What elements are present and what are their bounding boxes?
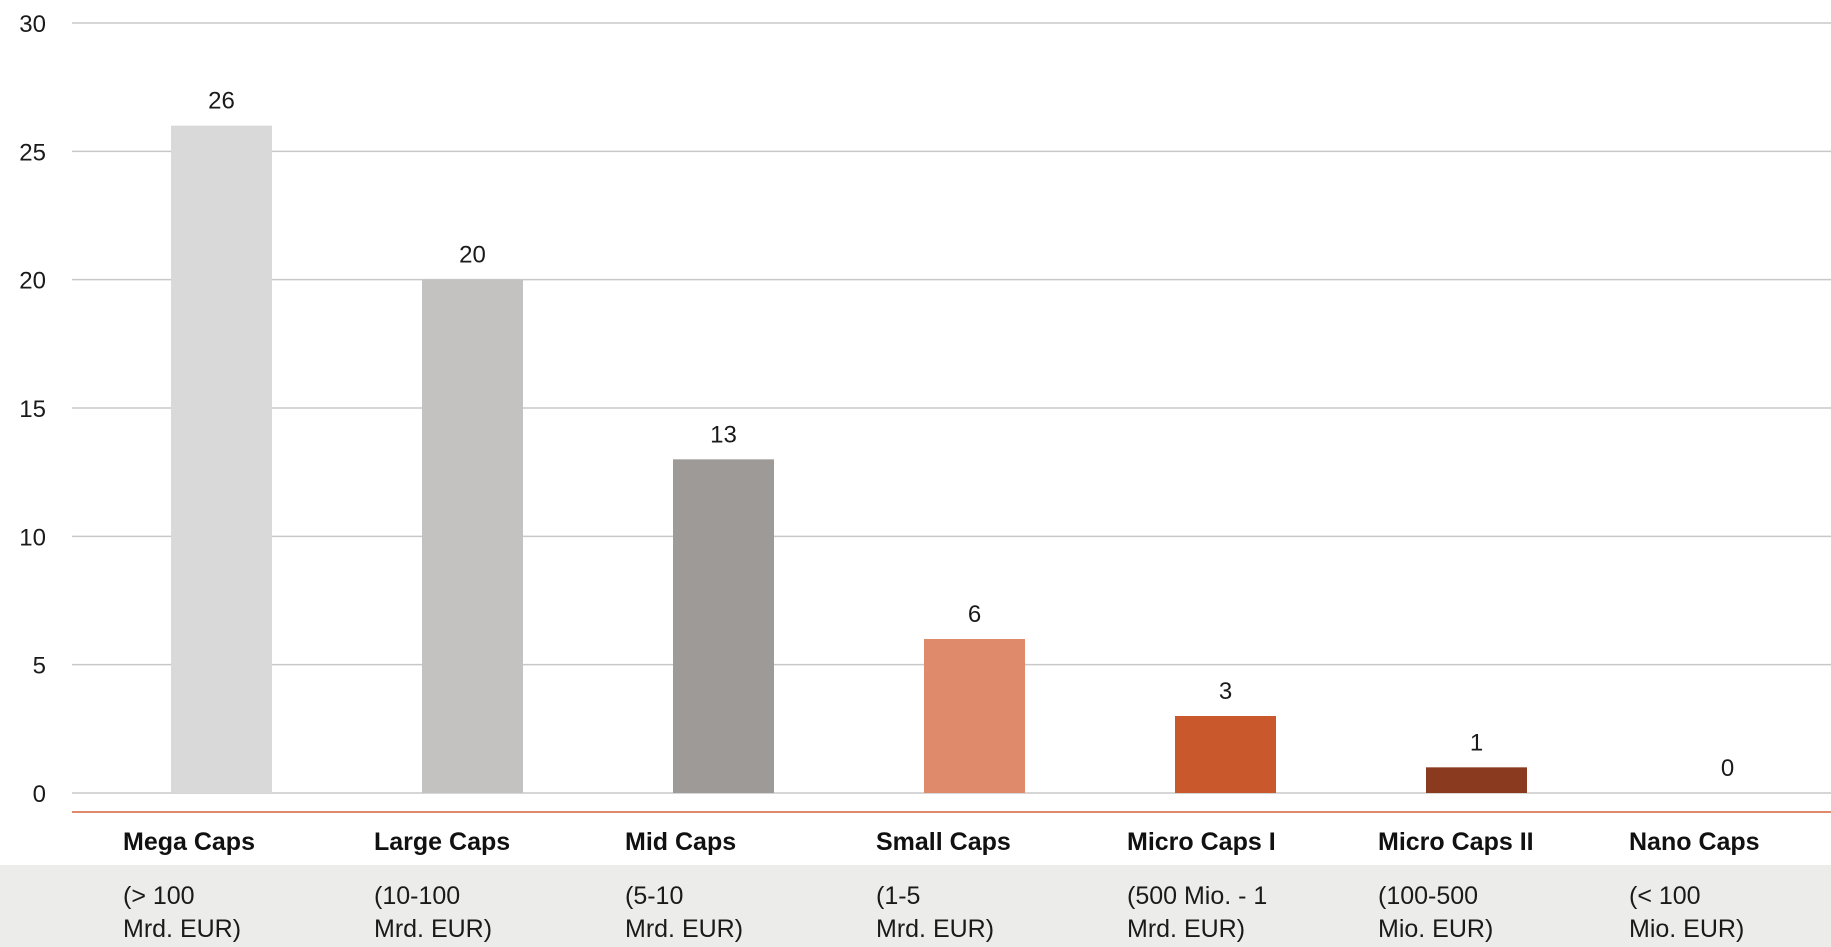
y-axis-tick-labels: 0 5 10 15 20 25 30: [19, 11, 46, 808]
bars: [171, 125, 1527, 794]
category-name: Nano Caps: [1629, 828, 1760, 856]
category-range-line1: (10-100: [374, 882, 460, 910]
category-range-line2: Mrd. EUR): [374, 915, 492, 943]
y-tick-label: 30: [19, 11, 46, 38]
category-range-line2: Mio. EUR): [1378, 915, 1493, 943]
data-label: 20: [459, 242, 486, 269]
category-range-line2: Mrd. EUR): [625, 915, 743, 943]
data-label: 6: [968, 601, 981, 628]
category-name: Mega Caps: [123, 828, 255, 856]
category-range-line2: Mio. EUR): [1629, 915, 1744, 943]
category-range-line1: (1-5: [876, 882, 920, 910]
category-range-line2: Mrd. EUR): [1127, 915, 1245, 943]
y-tick-label: 25: [19, 139, 46, 166]
category-range-line2: Mrd. EUR): [123, 915, 241, 943]
data-label: 3: [1219, 678, 1232, 705]
data-label: 13: [710, 421, 737, 448]
data-label: 0: [1721, 755, 1734, 782]
category-name: Mid Caps: [625, 828, 736, 856]
data-labels: 26 20 13 6 3 1 0: [208, 88, 1734, 782]
bar: [673, 459, 774, 793]
bar: [1175, 716, 1276, 793]
y-tick-label: 15: [19, 396, 46, 423]
y-tick-label: 0: [33, 781, 46, 808]
category-name: Large Caps: [374, 828, 510, 856]
range-band: [0, 865, 1831, 947]
category-range-line1: (< 100: [1629, 882, 1701, 910]
category-range-line1: (100-500: [1378, 882, 1478, 910]
bar: [1426, 767, 1527, 793]
bar: [171, 125, 272, 793]
y-tick-label: 10: [19, 524, 46, 551]
category-range-line2: Mrd. EUR): [876, 915, 994, 943]
category-name: Small Caps: [876, 828, 1011, 856]
bar: [422, 279, 523, 794]
category-range-line1: (500 Mio. - 1: [1127, 882, 1267, 910]
x-axis-categories: Mega Caps (> 100 Mrd. EUR) Large Caps (10-10…: [123, 828, 1760, 943]
data-label: 1: [1470, 729, 1483, 756]
y-tick-label: 5: [33, 653, 46, 680]
bar: [924, 639, 1025, 793]
category-range-line1: (5-10: [625, 882, 683, 910]
category-name: Micro Caps I: [1127, 828, 1276, 856]
category-range-line1: (> 100: [123, 882, 195, 910]
data-label: 26: [208, 88, 235, 115]
category-name: Micro Caps II: [1378, 828, 1534, 856]
y-tick-label: 20: [19, 268, 46, 295]
